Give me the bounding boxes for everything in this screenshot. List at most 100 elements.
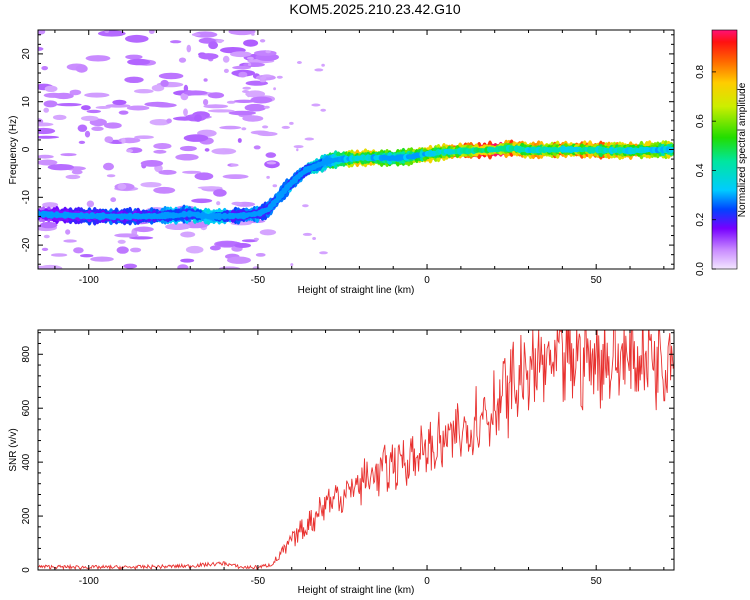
- noise-blob: [140, 182, 162, 188]
- noise-blob: [152, 102, 177, 108]
- noise-blob: [281, 125, 290, 129]
- noise-blob: [216, 201, 221, 206]
- colorbar-tick-label: 0.2: [695, 212, 706, 226]
- noise-blob: [208, 41, 219, 50]
- noise-blob: [112, 99, 127, 106]
- colorbar-tick-label: 0.0: [695, 262, 706, 276]
- y-tick-label: 200: [21, 507, 32, 524]
- noise-blob: [234, 243, 252, 248]
- noise-blob: [42, 202, 59, 208]
- noise-blob: [104, 122, 122, 129]
- noise-blob: [106, 174, 116, 178]
- y-tick-label: 400: [21, 453, 32, 470]
- noise-blob: [259, 79, 267, 83]
- noise-blob: [149, 119, 171, 126]
- noise-blob: [183, 90, 208, 96]
- noise-blob: [259, 39, 266, 43]
- noise-blob: [226, 100, 236, 104]
- noise-blob: [228, 30, 256, 36]
- noise-blob: [80, 115, 99, 121]
- noise-blob: [38, 159, 58, 166]
- colorbar-tick-label: 0.6: [695, 114, 706, 128]
- noise-blob: [63, 239, 77, 243]
- noise-blob: [319, 251, 328, 255]
- noise-blob: [77, 124, 88, 132]
- noise-blob: [65, 174, 81, 180]
- noise-blob: [127, 58, 151, 66]
- noise-blob: [158, 72, 184, 80]
- colorbar-tick-label: 0.4: [695, 163, 706, 177]
- noise-blob: [207, 92, 225, 99]
- snr-series-line: [38, 330, 674, 570]
- noise-blob: [186, 44, 192, 53]
- noise-blob: [84, 92, 110, 98]
- noise-blob: [75, 64, 88, 73]
- y-tick-label: 600: [21, 399, 32, 416]
- noise-blob: [266, 175, 270, 179]
- noise-blob: [243, 62, 265, 67]
- y-tick-label: 0: [21, 567, 32, 573]
- noise-blob: [178, 57, 187, 63]
- noise-blob: [246, 91, 251, 98]
- x-tick-label: -50: [251, 576, 266, 587]
- x-tick-label: -100: [79, 576, 99, 587]
- x-tick-label: 0: [424, 275, 430, 286]
- noise-blob: [203, 104, 229, 109]
- noise-blob: [242, 115, 264, 122]
- noise-blob: [121, 137, 126, 144]
- noise-blob: [273, 87, 276, 91]
- noise-blob: [47, 164, 75, 171]
- noise-blob: [320, 108, 327, 112]
- noise-blob: [38, 135, 60, 139]
- noise-blob: [69, 89, 82, 96]
- noise-blob: [243, 39, 259, 47]
- noise-blob: [165, 223, 191, 230]
- colorbar-ticks: 0.0 0.2 0.4 0.6 0.8: [695, 64, 716, 276]
- noise-blob: [43, 107, 49, 113]
- noise-blob: [314, 68, 324, 72]
- noise-blob: [255, 253, 266, 257]
- y-tick-label: -10: [21, 190, 32, 205]
- noise-blob: [203, 78, 208, 82]
- noise-blob: [270, 132, 273, 136]
- noise-blob: [248, 63, 252, 66]
- noise-blob: [266, 161, 277, 165]
- noise-blob: [272, 184, 278, 188]
- noise-blob: [118, 110, 129, 115]
- noise-blob: [263, 105, 270, 109]
- noise-blob: [276, 75, 283, 79]
- noise-blob: [153, 186, 176, 194]
- noise-blob: [105, 104, 131, 108]
- noise-blob: [104, 30, 110, 33]
- noise-blob: [38, 122, 54, 127]
- noise-blob: [253, 50, 277, 56]
- noise-blob: [65, 229, 71, 235]
- x-tick-label: -50: [251, 275, 266, 286]
- noise-blob: [173, 116, 197, 121]
- noise-blob: [175, 153, 199, 161]
- noise-blob: [246, 56, 254, 60]
- noise-blob: [95, 106, 111, 109]
- noise-blob: [130, 247, 142, 253]
- noise-blob: [230, 163, 239, 167]
- noise-blob: [311, 103, 321, 107]
- noise-blob: [50, 253, 68, 257]
- noise-blob: [259, 229, 277, 236]
- chart-title: KOM5.2025.210.23.42.G10: [289, 1, 461, 17]
- noise-blob: [241, 239, 258, 243]
- y-tick-label: -20: [21, 237, 32, 252]
- noise-blob: [60, 153, 77, 157]
- noise-blob: [133, 226, 154, 233]
- noise-blob: [302, 232, 312, 236]
- noise-blob: [290, 263, 294, 267]
- x-tick-label: 50: [591, 576, 603, 587]
- noise-blob: [180, 231, 196, 238]
- noise-blob: [134, 89, 154, 94]
- noise-blob: [56, 103, 82, 107]
- noise-blob: [140, 160, 164, 167]
- noise-blob: [41, 247, 49, 251]
- noise-blob: [253, 145, 261, 150]
- noise-blob: [222, 55, 230, 63]
- noise-blob: [160, 79, 169, 87]
